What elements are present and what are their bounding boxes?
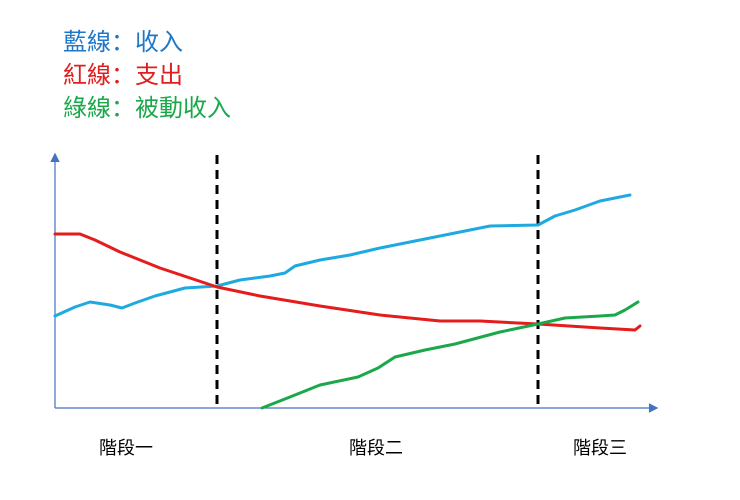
stage-label: 階段一 [99, 438, 153, 459]
stage-label: 階段二 [349, 438, 403, 459]
income-line [53, 193, 632, 318]
expense-line [53, 232, 642, 332]
legend-green: 綠線：被動收入 [63, 94, 231, 122]
legend-blue: 藍線：收入 [63, 28, 183, 56]
stage-label: 階段三 [573, 438, 627, 459]
passive-income-line [260, 300, 640, 410]
legend-red: 紅線：支出 [63, 61, 183, 89]
